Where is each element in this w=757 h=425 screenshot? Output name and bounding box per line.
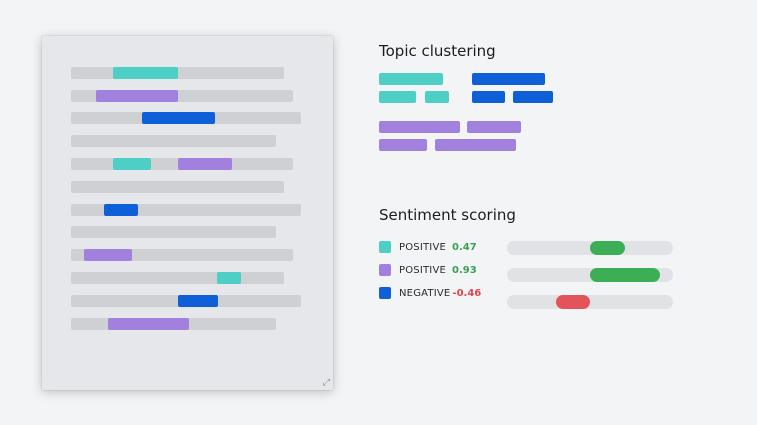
sentiment-bar-fill [590,268,660,282]
highlight-blue [178,295,218,307]
sentiment-score: 0.47 [452,241,477,253]
cluster-chip-purple [467,121,521,133]
swatch-blue [379,287,391,299]
highlight-purple [96,90,178,102]
sentiment-label: POSITIVE [399,264,447,276]
text-line [71,226,276,238]
sentiment-legend-item: POSITIVE 0.93 [379,263,477,277]
highlight-blue [104,204,138,216]
highlight-purple [178,158,232,170]
highlight-blue [142,112,215,124]
cluster-chip-purple [379,121,460,133]
sentiment-legend-item: POSITIVE 0.47 [379,240,477,254]
highlight-teal [113,158,151,170]
sentiment-bar-track [507,268,673,282]
sentiment-label: NEGATIVE [399,287,451,299]
sentiment-bar-track [507,241,673,255]
text-line [71,181,284,193]
resize-grip-icon[interactable]: ⤢ [322,378,330,388]
cluster-chip-blue [513,91,553,103]
sentiment-score: 0.93 [452,264,477,276]
topic-clustering-title: Topic clustering [379,42,496,60]
highlight-teal [217,272,241,284]
cluster-chip-teal [379,73,443,85]
highlight-teal [113,67,178,79]
highlight-purple [108,318,189,330]
sentiment-bar-fill [555,295,590,309]
cluster-chip-purple [435,139,516,151]
sentiment-bar-fill [590,241,626,255]
swatch-purple [379,264,391,276]
sentiment-score: -0.46 [452,287,482,299]
text-line [71,272,284,284]
cluster-chip-blue [472,91,505,103]
highlight-purple [84,249,132,261]
cluster-chip-teal [425,91,449,103]
swatch-teal [379,241,391,253]
text-line [71,135,276,147]
sentiment-scoring-title: Sentiment scoring [379,206,516,224]
sentiment-label: POSITIVE [399,241,447,253]
sentiment-legend-item: NEGATIVE -0.46 [379,286,481,300]
document-preview: ⤢ [42,36,333,390]
cluster-chip-purple [379,139,427,151]
cluster-chip-blue [472,73,545,85]
sentiment-bar-track [507,295,673,309]
cluster-chip-teal [379,91,416,103]
